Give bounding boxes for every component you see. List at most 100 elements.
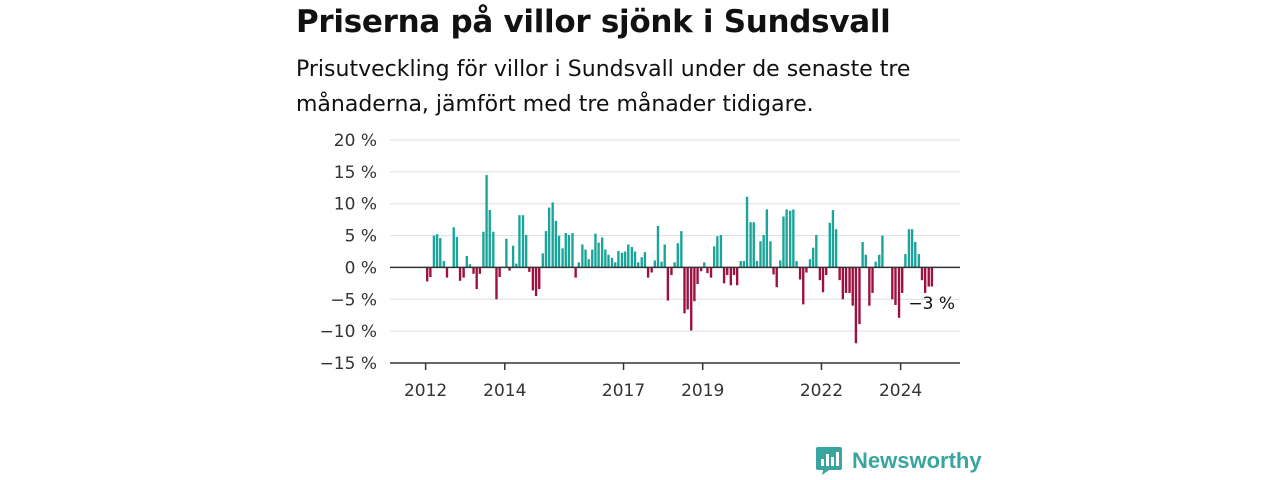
bar bbox=[904, 254, 907, 268]
bar bbox=[709, 267, 713, 278]
bar bbox=[907, 229, 911, 268]
bar bbox=[686, 267, 689, 310]
bar bbox=[901, 267, 904, 293]
bar bbox=[722, 267, 726, 284]
bar bbox=[627, 244, 630, 268]
bar bbox=[614, 262, 617, 268]
bar bbox=[703, 262, 706, 268]
bar bbox=[792, 209, 795, 268]
bar bbox=[524, 234, 528, 268]
bar bbox=[841, 267, 845, 300]
bar bbox=[726, 267, 729, 276]
bar bbox=[498, 267, 501, 277]
bar bbox=[858, 267, 861, 325]
bar bbox=[795, 261, 798, 268]
bar bbox=[492, 231, 495, 268]
x-tick-label: 2024 bbox=[879, 381, 922, 401]
bar bbox=[785, 209, 788, 268]
bar bbox=[597, 242, 600, 268]
bar bbox=[475, 267, 478, 290]
bar bbox=[838, 267, 841, 281]
bar bbox=[831, 210, 835, 268]
x-tick-label: 2019 bbox=[681, 381, 724, 401]
bar bbox=[515, 263, 518, 268]
bar bbox=[871, 267, 874, 293]
bar bbox=[739, 261, 742, 268]
bar bbox=[663, 244, 666, 268]
bar bbox=[478, 267, 482, 274]
bar bbox=[458, 267, 462, 281]
bar bbox=[910, 229, 914, 268]
x-axis-ticks: 2012 2014 2017 2019 2022 2024 bbox=[404, 363, 922, 401]
bar bbox=[923, 267, 927, 293]
bar bbox=[600, 237, 604, 268]
bar bbox=[577, 262, 580, 268]
last-value-label: −3 % bbox=[908, 294, 955, 314]
bar bbox=[630, 247, 634, 268]
bar bbox=[706, 267, 709, 274]
bar bbox=[673, 262, 676, 268]
bar bbox=[508, 267, 511, 271]
bar bbox=[455, 236, 459, 268]
y-tick-label: 20 % bbox=[334, 131, 377, 151]
bar bbox=[920, 267, 924, 281]
bar bbox=[894, 267, 897, 306]
y-tick-label: 15 % bbox=[334, 163, 377, 183]
y-tick-label: 0 % bbox=[345, 258, 377, 278]
bar bbox=[699, 267, 703, 272]
bar bbox=[690, 267, 693, 331]
bar bbox=[623, 251, 627, 268]
bar bbox=[914, 241, 917, 268]
bar bbox=[745, 196, 749, 268]
bar bbox=[587, 259, 590, 268]
bar bbox=[779, 260, 782, 268]
bar bbox=[640, 257, 643, 268]
bar bbox=[789, 210, 792, 268]
bar bbox=[772, 267, 775, 275]
bar bbox=[769, 241, 772, 268]
bar bbox=[511, 245, 515, 268]
bar bbox=[528, 267, 531, 272]
bar bbox=[594, 233, 597, 268]
bar bbox=[811, 247, 815, 268]
bar bbox=[554, 220, 558, 268]
bar bbox=[683, 267, 686, 314]
bar bbox=[541, 253, 544, 268]
bar bbox=[798, 267, 802, 280]
bar bbox=[617, 250, 620, 268]
logo-text: Newsworthy bbox=[852, 448, 982, 473]
bar bbox=[432, 235, 436, 268]
x-tick-label: 2014 bbox=[483, 381, 526, 401]
bar bbox=[521, 215, 525, 268]
bar bbox=[564, 233, 567, 268]
bar bbox=[439, 238, 442, 268]
bar bbox=[828, 222, 831, 268]
chart-subtitle: Prisutveckling för villor i Sundsvall un… bbox=[296, 57, 911, 117]
bar bbox=[752, 222, 755, 268]
bar bbox=[643, 252, 647, 268]
bar bbox=[534, 267, 538, 297]
bar bbox=[646, 267, 650, 278]
bar bbox=[927, 267, 930, 287]
bar bbox=[666, 267, 670, 301]
bar bbox=[482, 231, 485, 268]
y-tick-label: −5 % bbox=[330, 290, 377, 310]
bar bbox=[670, 267, 673, 276]
bar bbox=[660, 261, 663, 268]
bar bbox=[435, 234, 439, 268]
bar bbox=[488, 210, 491, 268]
y-tick-label: 10 % bbox=[334, 195, 377, 215]
newsworthy-logo: Newsworthy bbox=[815, 446, 982, 476]
bar bbox=[775, 267, 778, 288]
bar bbox=[547, 207, 551, 268]
bar bbox=[442, 261, 446, 268]
bar bbox=[574, 267, 577, 278]
bars bbox=[426, 175, 934, 344]
bar bbox=[581, 244, 584, 268]
bar bbox=[749, 222, 752, 268]
bar bbox=[713, 246, 716, 268]
bar bbox=[426, 267, 429, 282]
bar bbox=[716, 236, 719, 268]
bar bbox=[561, 248, 564, 268]
bar bbox=[868, 267, 871, 306]
